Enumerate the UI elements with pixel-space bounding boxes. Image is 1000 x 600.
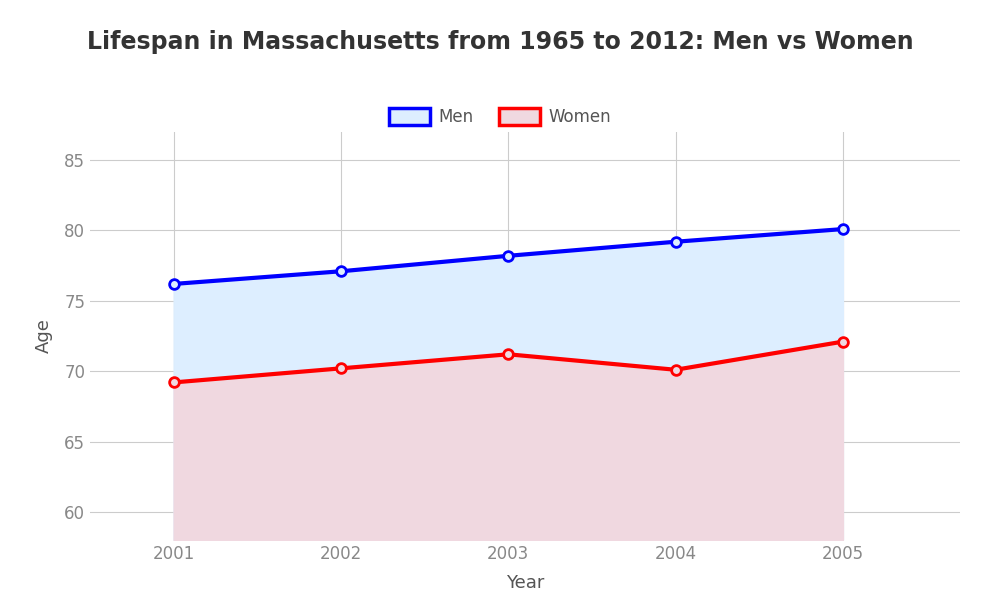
Text: Lifespan in Massachusetts from 1965 to 2012: Men vs Women: Lifespan in Massachusetts from 1965 to 2… <box>87 30 913 54</box>
X-axis label: Year: Year <box>506 574 544 592</box>
Y-axis label: Age: Age <box>35 319 53 353</box>
Legend: Men, Women: Men, Women <box>382 101 618 133</box>
